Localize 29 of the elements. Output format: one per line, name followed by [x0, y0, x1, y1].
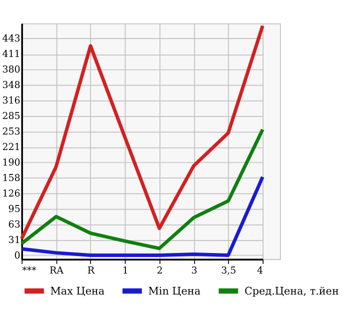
- y-tick-label: 190: [2, 157, 20, 168]
- x-tick-label: 3,5: [221, 265, 236, 276]
- x-tick-label: 2: [156, 265, 163, 276]
- y-tick-label: 285: [2, 110, 20, 122]
- y-tick-label: 0: [14, 250, 20, 262]
- line-series: [20, 24, 264, 240]
- y-tick-label: 63: [8, 219, 20, 230]
- legend-label: Min Цена: [148, 285, 201, 298]
- x-tick-label: 4: [257, 265, 264, 276]
- x-tick-label: ***: [22, 265, 37, 276]
- line-series: [20, 128, 264, 250]
- x-tick-label: 1: [122, 265, 128, 276]
- y-tick-label: 316: [2, 96, 20, 107]
- y-tick-label: 221: [2, 142, 20, 154]
- y-tick-label: 380: [2, 64, 20, 76]
- legend-label: Сред.Цена, т.йен: [244, 285, 339, 298]
- y-tick-label: 348: [2, 80, 20, 92]
- y-tick-label: 411: [2, 49, 20, 60]
- x-tick-label: R: [87, 265, 96, 276]
- x-tick-label: 3: [191, 265, 198, 276]
- legend-label: Max Цена: [50, 285, 105, 298]
- x-tick-label: RA: [50, 265, 64, 276]
- y-tick-label: 95: [8, 204, 20, 215]
- y-tick-label: 158: [2, 172, 20, 184]
- y-tick-label: 126: [2, 188, 20, 200]
- y-tick-label: 253: [2, 126, 20, 138]
- y-tick-label: 443: [2, 34, 20, 45]
- line-series: [20, 175, 264, 257]
- y-tick-label: 31: [8, 235, 20, 246]
